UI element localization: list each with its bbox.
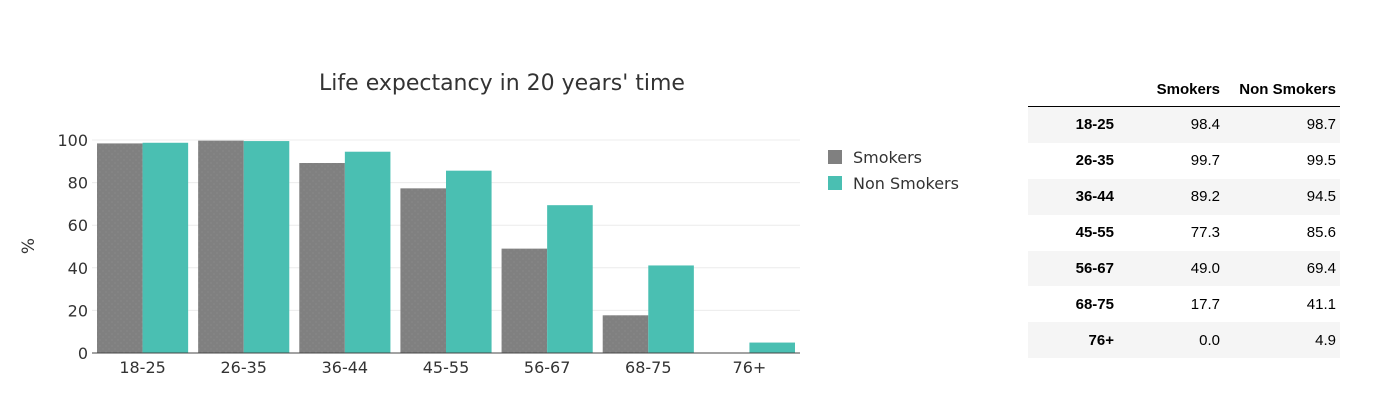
cell-non-smokers: 98.7	[1224, 106, 1340, 143]
bars	[97, 140, 795, 353]
cell-smokers: 99.7	[1190, 152, 1220, 170]
bar-non-smokers	[344, 151, 391, 353]
legend-swatch	[828, 150, 842, 164]
x-tick-labels: 18-25 26-35 36-44 45-55 56-67 68-75 76+	[119, 358, 766, 377]
cell-non-smokers: 41.1	[1306, 295, 1336, 313]
table-row: 26-35 99.7 99.5	[1028, 143, 1340, 179]
table-header-blank	[1028, 72, 1128, 107]
bar-texture	[299, 163, 345, 353]
table-row: 45-55 77.3 85.6	[1028, 215, 1340, 251]
x-tick-label: 56-67	[524, 358, 571, 377]
bar-chart: Life expectancy in 20 years' time % 0 20 4…	[19, 71, 959, 377]
row-label: 45-55	[1075, 224, 1114, 242]
cell-smokers: 77.3	[1190, 224, 1220, 242]
row-label: 36-44	[1028, 178, 1128, 215]
row-label: 18-25	[1028, 106, 1128, 143]
x-tick-label: 18-25	[119, 358, 166, 377]
cell-smokers: 17.7	[1190, 295, 1220, 313]
cell-non-smokers: 69.4	[1224, 250, 1340, 287]
y-tick-label: 60	[68, 216, 88, 235]
data-table: Smokers Non Smokers 18-25 98.4 98.7 26-3…	[1028, 72, 1340, 359]
table-header-non-smokers: Non Smokers	[1224, 72, 1340, 107]
x-tick-label: 26-35	[220, 358, 267, 377]
bar-texture	[400, 188, 446, 353]
legend-label: Smokers	[853, 148, 922, 167]
table-header-smokers: Smokers	[1128, 72, 1224, 107]
row-label: 68-75	[1075, 295, 1114, 313]
y-tick-label: 0	[78, 344, 88, 363]
row-label: 26-35	[1075, 152, 1114, 170]
table-row: 36-44 89.2 94.5	[1028, 178, 1340, 215]
y-tick-labels: 0 20 40 60 80 100	[57, 131, 88, 363]
legend: Smokers Non Smokers	[828, 148, 959, 193]
y-tick-label: 80	[68, 174, 88, 193]
cell-smokers: 49.0	[1128, 250, 1224, 287]
bar-non-smokers	[648, 265, 694, 353]
chart-title: Life expectancy in 20 years' time	[319, 71, 685, 96]
bar-texture	[97, 143, 143, 353]
cell-non-smokers: 85.6	[1306, 224, 1336, 242]
x-tick-label: 36-44	[322, 358, 369, 377]
y-tick-label: 20	[68, 301, 88, 320]
bar-non-smokers	[749, 342, 795, 353]
bar-non-smokers	[547, 205, 593, 353]
table-row: 56-67 49.0 69.4	[1028, 250, 1340, 287]
data-table-container: Smokers Non Smokers 18-25 98.4 98.7 26-3…	[1028, 72, 1340, 359]
bar-non-smokers	[446, 170, 492, 353]
x-tick-label: 45-55	[423, 358, 470, 377]
legend-label: Non Smokers	[853, 174, 959, 193]
bar-non-smokers	[142, 142, 189, 353]
bar-non-smokers	[243, 141, 290, 353]
legend-swatch	[828, 176, 842, 190]
cell-smokers: 98.4	[1128, 106, 1224, 143]
bar-texture	[501, 248, 548, 353]
y-tick-label: 100	[57, 131, 88, 150]
cell-non-smokers: 4.9	[1224, 322, 1340, 359]
y-tick-label: 40	[68, 259, 88, 278]
y-axis-label: %	[19, 238, 39, 254]
bar-texture	[198, 140, 244, 353]
row-label: 76+	[1028, 322, 1128, 359]
cell-smokers: 89.2	[1128, 178, 1224, 215]
table-row: 18-25 98.4 98.7	[1028, 106, 1340, 143]
table-row: 76+ 0.0 4.9	[1028, 322, 1340, 359]
x-tick-label: 76+	[733, 358, 767, 377]
x-tick-label: 68-75	[625, 358, 672, 377]
bar-texture	[602, 315, 649, 353]
table-header-row: Smokers Non Smokers	[1028, 72, 1340, 107]
cell-non-smokers: 94.5	[1224, 178, 1340, 215]
row-label: 56-67	[1028, 250, 1128, 287]
cell-smokers: 0.0	[1128, 322, 1224, 359]
cell-non-smokers: 99.5	[1306, 152, 1336, 170]
table-row: 68-75 17.7 41.1	[1028, 286, 1340, 322]
